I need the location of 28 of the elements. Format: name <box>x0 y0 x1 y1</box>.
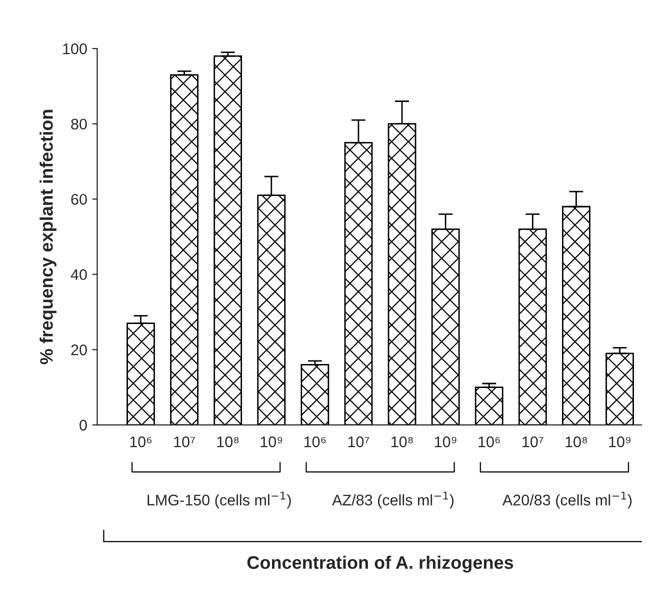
x-tick-label: 10⁸ <box>217 436 239 448</box>
x-tick-label: 10⁶ <box>130 436 152 448</box>
y-tick-label: 40 <box>70 269 87 280</box>
bar <box>300 364 330 425</box>
x-tick-label: 10⁹ <box>609 436 630 448</box>
x-tick-label: 10⁸ <box>566 436 588 448</box>
text: Concentration of A. rhizogenes <box>247 556 514 573</box>
y-tick-label: 80 <box>71 118 87 130</box>
text: LMG-150 (cells ml$^{−1}$) <box>148 492 291 508</box>
text: AZ/83 (cells ml$^{−1}$) <box>332 492 454 508</box>
x-tick-label: 10⁶ <box>304 436 326 448</box>
x-tick-label: 10⁸ <box>391 436 413 448</box>
y-tick-label: 60 <box>71 194 87 205</box>
y-tick-label: 100 <box>63 43 87 54</box>
bar <box>170 74 198 425</box>
x-tick-label: 10⁷ <box>348 436 370 448</box>
y-tick-label: 0 <box>80 420 87 431</box>
bar <box>606 352 634 425</box>
x-tick-label: 10⁷ <box>174 436 195 448</box>
y-tick-label: 20 <box>71 344 87 356</box>
x-tick-label: 10⁹ <box>434 436 456 448</box>
y-axis-title: % frequency explant infection <box>40 110 56 364</box>
x-tick-label: 10⁶ <box>478 436 500 448</box>
bar <box>214 55 242 425</box>
text: A20/83 (cells ml$^{−1}$) <box>502 492 632 508</box>
x-tick-label: 10⁷ <box>522 436 544 448</box>
bar <box>474 386 504 425</box>
x-tick-label: 10⁹ <box>260 436 282 448</box>
